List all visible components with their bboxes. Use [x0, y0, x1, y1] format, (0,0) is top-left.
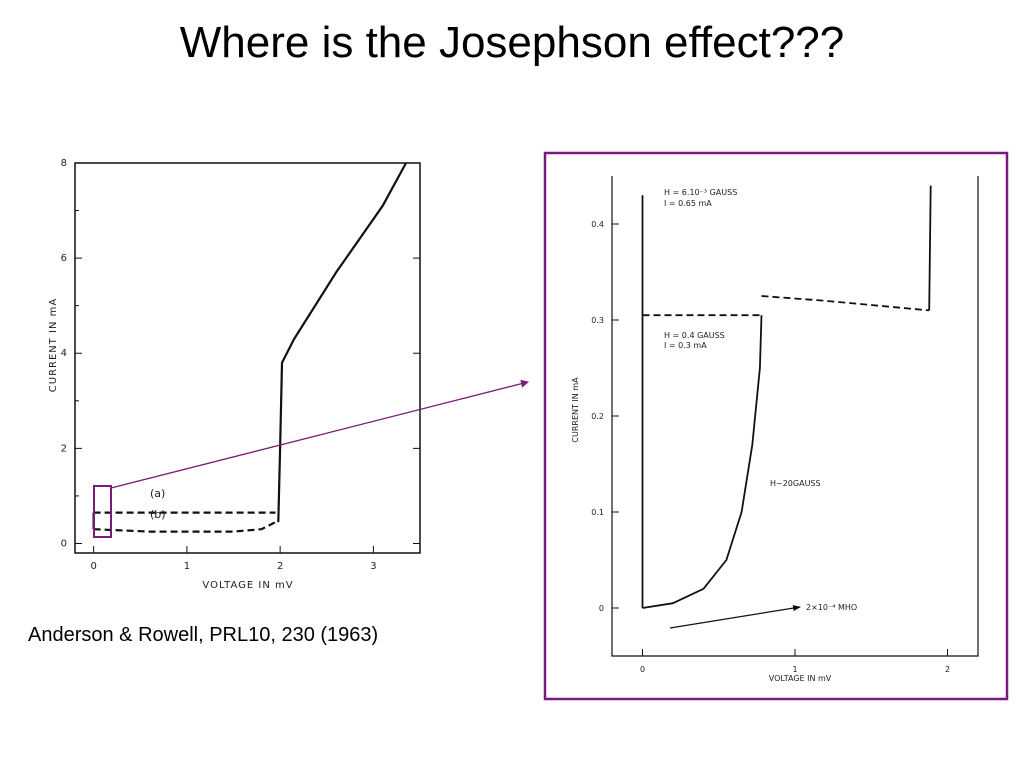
annotation-h-mid: H = 0.4 GAUSS [664, 331, 725, 340]
left-ytick-label: 6 [61, 253, 67, 264]
annotation-i-mid: I = 0.3 mA [664, 341, 707, 350]
figure-caption: Anderson & Rowell, PRL10, 230 (1963) [28, 624, 379, 646]
zoom-region-box [93, 485, 112, 538]
left-axis-ticks [75, 162, 420, 553]
annotation-conductance: 2×10⁻⁴ MHO [806, 603, 857, 612]
left-series-group [92, 162, 407, 533]
left-ytick-label: 2 [61, 443, 67, 454]
annotation-h-low: H = 6.10⁻³ GAUSS [664, 188, 737, 197]
slide-title: Where is the Josephson effect??? [179, 18, 845, 67]
right-series-3-line [928, 185, 932, 311]
left-ytick-label: 8 [61, 158, 67, 169]
left-plot-frame [74, 162, 421, 554]
right-series-4-line [642, 315, 763, 609]
right-series-group [641, 185, 932, 609]
right-xtick-label: 2 [945, 665, 950, 674]
left-xtick-label: 3 [370, 561, 376, 572]
right-ytick-label: 0.4 [591, 220, 604, 229]
right-plot-frame [611, 176, 979, 657]
right-ytick-label: 0 [599, 604, 604, 613]
left-ytick-label: 0 [61, 538, 67, 549]
curve-b-label: (b) [150, 508, 166, 521]
zoom-inset-frame [543, 151, 1009, 701]
conductance-arrow [669, 605, 801, 629]
left-xtick-label: 2 [277, 561, 283, 572]
left-xtick-label: 1 [184, 561, 190, 572]
left-series-2-line [93, 521, 276, 533]
annotation-i-high: I = 0.65 mA [664, 199, 712, 208]
right-series-2-line [761, 295, 930, 312]
right-chart: 0 0.1 0.2 0.3 0.4 0 1 2 VOLTAGE IN mV CU… [543, 151, 1009, 701]
annotation-h-high: H~20GAUSS [770, 479, 821, 488]
right-ytick-label: 0.3 [591, 316, 604, 325]
right-axis-ticks [612, 223, 948, 656]
right-ytick-label: 0.1 [591, 508, 604, 517]
right-x-axis-label: VOLTAGE IN mV [769, 674, 832, 683]
right-xtick-label: 1 [792, 665, 797, 674]
right-y-axis-label: CURRENT IN mA [571, 377, 580, 443]
left-y-axis-label: CURRENT IN mA [48, 298, 59, 392]
right-ytick-label: 0.2 [591, 412, 604, 421]
left-ytick-label: 4 [61, 348, 67, 359]
left-x-axis-label: VOLTAGE IN mV [202, 580, 293, 591]
left-xtick-label: 0 [90, 561, 96, 572]
left-chart: 0 2 4 6 8 0 1 2 3 VOLTAGE IN mV CURRENT … [48, 158, 421, 591]
right-xtick-label: 0 [640, 665, 645, 674]
curve-a-label: (a) [150, 487, 165, 500]
zoom-connector-arrow [110, 379, 529, 489]
left-series-0-line [277, 162, 407, 523]
